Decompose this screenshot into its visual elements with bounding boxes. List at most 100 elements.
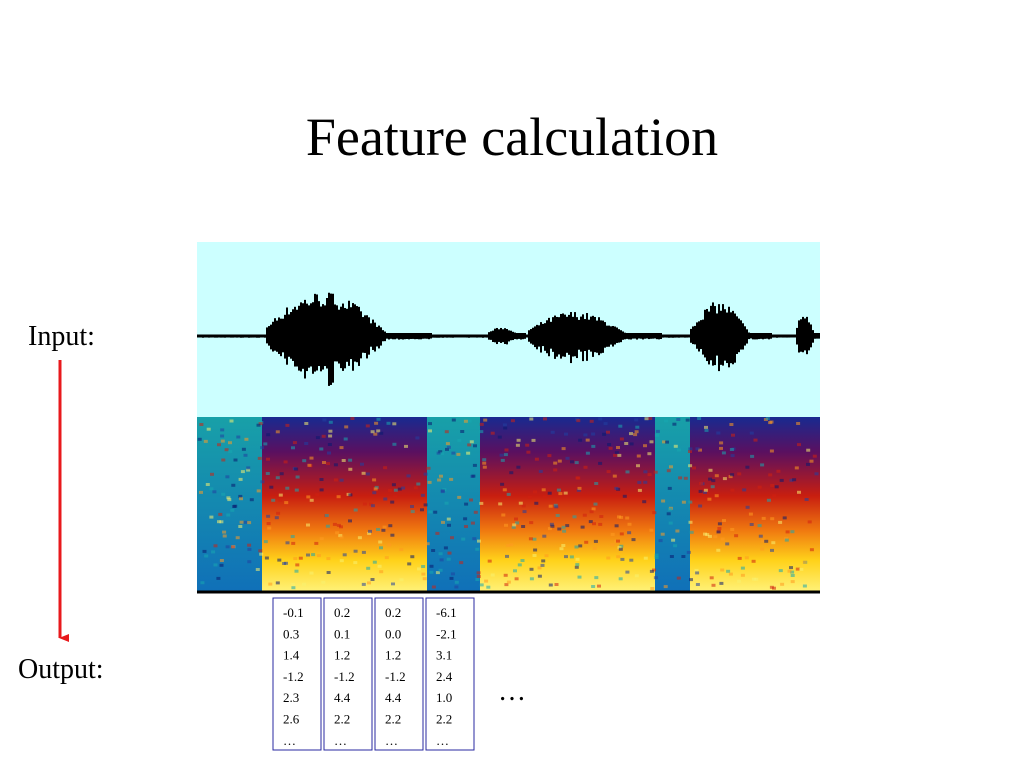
spectrogram-cell (360, 462, 364, 466)
waveform-sample (322, 304, 324, 370)
spectrogram-cell (529, 417, 534, 421)
waveform-sample (458, 334, 460, 338)
spectrogram-cell (707, 497, 712, 501)
spectrogram-cell (710, 485, 715, 489)
spectrogram-cell (722, 477, 727, 481)
waveform-sample (544, 323, 546, 351)
spectrogram-cell (236, 435, 241, 439)
spectrogram-cell (440, 490, 445, 494)
spectrogram-cell (439, 451, 444, 455)
waveform-sample (336, 305, 338, 362)
waveform-sample (386, 333, 388, 339)
waveform-sample (546, 320, 548, 354)
spectrogram-cell (382, 525, 387, 529)
spectrogram-cell (247, 547, 252, 551)
spectrogram-cell (719, 446, 723, 450)
spectrogram-cell (293, 557, 298, 561)
waveform-sample (774, 334, 776, 338)
spectrogram-cell (464, 502, 469, 506)
spectrogram-cell (367, 531, 372, 535)
spectrogram-cell (238, 494, 243, 498)
spectrogram-cell (681, 500, 686, 504)
spectrogram-cell (653, 576, 658, 580)
waveform-sample (772, 334, 774, 338)
spectrogram-cell (575, 476, 580, 480)
spectrogram-cell (282, 562, 287, 565)
waveform-sample (204, 334, 206, 338)
feature-value: … (334, 733, 347, 748)
spectrogram-cell (720, 537, 725, 541)
spectrogram-cell (593, 539, 598, 543)
waveform-sample (268, 326, 270, 346)
spectrogram-cell (580, 525, 585, 529)
spectrogram-cell (353, 561, 358, 565)
spectrogram-cell (393, 488, 398, 492)
spectrogram-cell (475, 547, 480, 551)
spectrogram-cell (558, 492, 563, 496)
spectrogram-cell (776, 469, 781, 473)
waveform-sample (240, 334, 242, 338)
spectrogram-cell (627, 531, 632, 535)
spectrogram-cell (454, 580, 459, 584)
feature-value: -2.1 (436, 626, 457, 641)
waveform-sample (376, 326, 378, 347)
spectrogram-cell (417, 567, 421, 571)
waveform-sample (530, 329, 532, 344)
waveform-sample (634, 333, 636, 339)
spectrogram-cell (472, 537, 477, 541)
waveform-sample (618, 329, 620, 343)
spectrogram-cell (592, 522, 596, 526)
spectrogram-cell (332, 522, 337, 526)
waveform-sample (418, 333, 420, 340)
spectrogram-cell (574, 461, 579, 465)
spectrogram-cell (479, 430, 484, 434)
spectrogram-cell (445, 442, 450, 446)
spectrogram-cell (520, 559, 525, 562)
waveform-sample (606, 325, 608, 347)
waveform-sample (224, 334, 226, 338)
spectrogram-cell (486, 585, 491, 589)
spectrogram-cell (423, 472, 428, 476)
spectrogram-cell (266, 457, 270, 461)
spectrogram-cell (249, 498, 254, 502)
waveform-sample (778, 334, 780, 338)
waveform-sample (442, 334, 444, 338)
spectrogram-cell (456, 452, 461, 456)
spectrogram-cell (812, 454, 817, 458)
spectrogram-cell (594, 482, 599, 485)
waveform-sample (566, 316, 568, 353)
spectrogram-cell (622, 494, 627, 498)
spectrogram-cell (753, 438, 758, 442)
waveform-sample (472, 334, 474, 338)
waveform-sample (752, 333, 754, 340)
spectrogram-cell (302, 459, 307, 463)
spectrogram-cell (688, 450, 692, 453)
waveform-sample (280, 318, 282, 357)
spectrogram-cell (616, 539, 620, 543)
spectrogram-cell (499, 453, 504, 457)
spectrogram-cell (482, 461, 487, 465)
spectrogram-cell (466, 451, 471, 455)
waveform-sample (308, 305, 310, 368)
waveform-sample (624, 332, 626, 340)
spectrogram-cell (348, 519, 352, 523)
waveform-sample (482, 334, 484, 338)
spectrogram-cell (428, 422, 432, 426)
spectrogram-cell (643, 470, 648, 474)
spectrogram-cell (247, 521, 252, 525)
waveform-sample (342, 303, 344, 371)
spectrogram-cell (378, 540, 383, 544)
spectrogram-cell (399, 548, 404, 552)
spectrogram-cell (575, 563, 580, 567)
waveform-sample (422, 333, 424, 339)
spectrogram-cell (529, 521, 534, 525)
waveform-sample (598, 317, 600, 356)
waveform-sample (402, 333, 404, 340)
spectrogram-cell (325, 524, 330, 528)
waveform-sample (670, 334, 672, 338)
spectrogram-cell (423, 503, 428, 507)
waveform-sample (674, 334, 676, 338)
spectrogram-cell (726, 569, 731, 573)
spectrogram-cell (265, 472, 270, 475)
spectrogram-cell (650, 587, 655, 590)
